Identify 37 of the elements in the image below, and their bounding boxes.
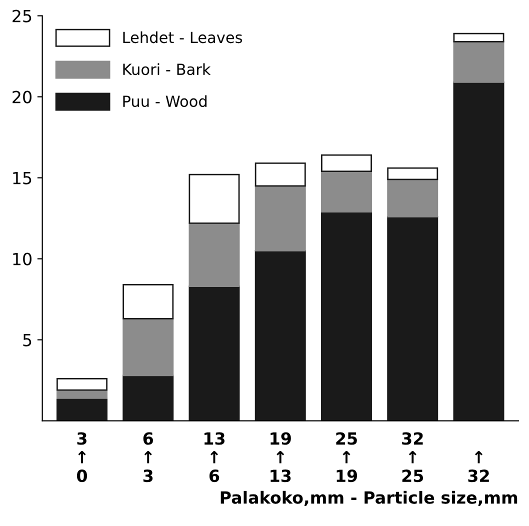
legend-label: Lehdet - Leaves (123, 31, 242, 44)
x-axis-title: Palakoko,mm - Particle size,mm (220, 490, 518, 506)
x-tick-label: 6 ↑ 3 (143, 432, 154, 482)
bar (321, 211, 372, 421)
bar (122, 284, 174, 320)
bar (56, 389, 108, 399)
bar (254, 162, 306, 187)
y-tick-label: 15 (13, 172, 32, 184)
bar (254, 250, 306, 421)
bar (453, 32, 504, 42)
bar (122, 374, 174, 421)
bar (56, 378, 108, 391)
bar (387, 167, 438, 180)
x-tick-label: 19 ↑ 13 (270, 432, 291, 482)
bar (453, 82, 504, 421)
y-tick-label: 10 (13, 252, 32, 266)
legend-label: Puu - Wood (123, 95, 207, 108)
bar (188, 286, 240, 421)
bar (387, 178, 438, 218)
legend-label: Kuori - Bark (123, 63, 211, 76)
x-tick-label: 32 ↑ 25 (402, 432, 424, 482)
x-tick-label: 13 ↑ 6 (204, 432, 225, 482)
bar (321, 154, 372, 172)
bar (387, 216, 438, 421)
x-tick-label: ↑ 32 (468, 451, 489, 482)
bar (453, 41, 504, 83)
bar (56, 397, 108, 421)
y-tick-label: 25 (12, 10, 32, 22)
bar (254, 185, 306, 252)
x-tick-label: 25 ↑ 19 (336, 432, 358, 482)
bar (122, 318, 174, 376)
bar (321, 170, 372, 213)
y-tick-label: 20 (12, 90, 32, 104)
bar (188, 174, 240, 224)
bar (188, 222, 240, 288)
y-tick-label: 5 (23, 334, 32, 346)
x-tick-label: 3 ↑ 0 (76, 432, 87, 482)
